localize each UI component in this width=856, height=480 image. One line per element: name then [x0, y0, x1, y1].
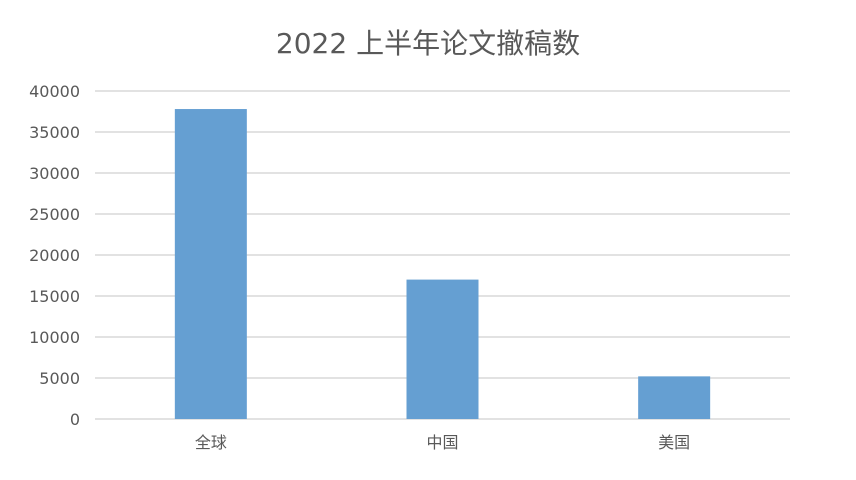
y-tick-label: 25000 — [29, 205, 80, 224]
x-tick-label: 全球 — [195, 433, 227, 452]
y-tick-label: 15000 — [29, 287, 80, 306]
chart-title: 2022 上半年论文撤稿数 — [275, 27, 581, 60]
bar-2 — [638, 376, 711, 419]
x-tick-label: 美国 — [658, 433, 690, 452]
y-tick-label: 35000 — [29, 123, 80, 142]
y-tick-label: 30000 — [29, 164, 80, 183]
x-tick-label: 中国 — [426, 433, 458, 452]
y-tick-label: 20000 — [29, 246, 80, 265]
y-tick-label: 5000 — [39, 369, 80, 388]
bar-1 — [406, 279, 479, 419]
bar-0 — [174, 109, 247, 419]
y-tick-label: 0 — [70, 410, 80, 429]
y-tick-label: 10000 — [29, 328, 80, 347]
y-tick-label: 40000 — [29, 82, 80, 101]
